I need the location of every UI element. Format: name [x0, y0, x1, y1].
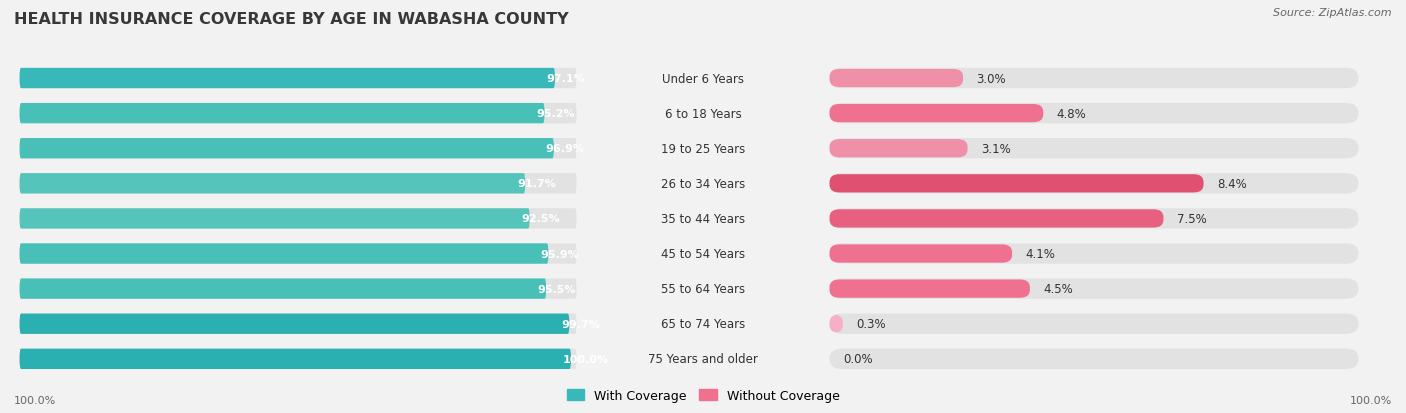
- FancyBboxPatch shape: [830, 349, 1358, 369]
- FancyBboxPatch shape: [830, 105, 1043, 123]
- FancyBboxPatch shape: [20, 104, 544, 124]
- FancyBboxPatch shape: [20, 244, 548, 264]
- FancyBboxPatch shape: [830, 315, 844, 333]
- FancyBboxPatch shape: [830, 140, 967, 158]
- Text: 95.5%: 95.5%: [538, 284, 576, 294]
- FancyBboxPatch shape: [830, 174, 1358, 194]
- FancyBboxPatch shape: [20, 174, 526, 194]
- FancyBboxPatch shape: [20, 139, 576, 159]
- Text: Source: ZipAtlas.com: Source: ZipAtlas.com: [1274, 8, 1392, 18]
- Text: 4.5%: 4.5%: [1043, 282, 1073, 295]
- FancyBboxPatch shape: [830, 104, 1358, 124]
- Text: 99.7%: 99.7%: [561, 319, 600, 329]
- Text: 19 to 25 Years: 19 to 25 Years: [661, 142, 745, 155]
- Text: 0.0%: 0.0%: [844, 352, 873, 366]
- Text: 100.0%: 100.0%: [14, 395, 56, 405]
- FancyBboxPatch shape: [830, 314, 1358, 334]
- Text: 100.0%: 100.0%: [1350, 395, 1392, 405]
- Text: 55 to 64 Years: 55 to 64 Years: [661, 282, 745, 295]
- Text: 0.3%: 0.3%: [856, 318, 886, 330]
- Text: 7.5%: 7.5%: [1177, 212, 1206, 225]
- Text: 3.0%: 3.0%: [976, 72, 1007, 85]
- Text: 91.7%: 91.7%: [517, 179, 555, 189]
- Text: 92.5%: 92.5%: [522, 214, 560, 224]
- Text: 95.9%: 95.9%: [540, 249, 579, 259]
- Text: 6 to 18 Years: 6 to 18 Years: [665, 107, 741, 120]
- FancyBboxPatch shape: [20, 279, 576, 299]
- Text: 3.1%: 3.1%: [981, 142, 1011, 155]
- Text: 4.1%: 4.1%: [1025, 247, 1056, 260]
- FancyBboxPatch shape: [20, 314, 569, 334]
- Text: 95.2%: 95.2%: [536, 109, 575, 119]
- FancyBboxPatch shape: [830, 209, 1358, 229]
- Text: 96.9%: 96.9%: [546, 144, 585, 154]
- FancyBboxPatch shape: [830, 69, 1358, 89]
- Text: 35 to 44 Years: 35 to 44 Years: [661, 212, 745, 225]
- FancyBboxPatch shape: [830, 139, 1358, 159]
- FancyBboxPatch shape: [20, 209, 530, 229]
- FancyBboxPatch shape: [20, 69, 555, 89]
- Text: 45 to 54 Years: 45 to 54 Years: [661, 247, 745, 260]
- FancyBboxPatch shape: [20, 349, 576, 369]
- FancyBboxPatch shape: [20, 244, 576, 264]
- FancyBboxPatch shape: [20, 174, 576, 194]
- FancyBboxPatch shape: [830, 280, 1029, 298]
- FancyBboxPatch shape: [830, 279, 1358, 299]
- FancyBboxPatch shape: [830, 175, 1204, 193]
- FancyBboxPatch shape: [830, 210, 1164, 228]
- FancyBboxPatch shape: [830, 245, 1012, 263]
- Legend: With Coverage, Without Coverage: With Coverage, Without Coverage: [561, 384, 845, 407]
- FancyBboxPatch shape: [20, 279, 546, 299]
- FancyBboxPatch shape: [20, 104, 576, 124]
- FancyBboxPatch shape: [830, 244, 1358, 264]
- FancyBboxPatch shape: [20, 69, 576, 89]
- Text: 26 to 34 Years: 26 to 34 Years: [661, 178, 745, 190]
- Text: Under 6 Years: Under 6 Years: [662, 72, 744, 85]
- Text: 8.4%: 8.4%: [1218, 178, 1247, 190]
- Text: 75 Years and older: 75 Years and older: [648, 352, 758, 366]
- Text: 4.8%: 4.8%: [1057, 107, 1087, 120]
- FancyBboxPatch shape: [20, 139, 554, 159]
- Text: HEALTH INSURANCE COVERAGE BY AGE IN WABASHA COUNTY: HEALTH INSURANCE COVERAGE BY AGE IN WABA…: [14, 12, 568, 27]
- FancyBboxPatch shape: [20, 209, 576, 229]
- FancyBboxPatch shape: [20, 349, 571, 369]
- FancyBboxPatch shape: [830, 70, 963, 88]
- Text: 97.1%: 97.1%: [547, 74, 585, 84]
- Text: 65 to 74 Years: 65 to 74 Years: [661, 318, 745, 330]
- FancyBboxPatch shape: [20, 314, 576, 334]
- Text: 100.0%: 100.0%: [562, 354, 609, 364]
